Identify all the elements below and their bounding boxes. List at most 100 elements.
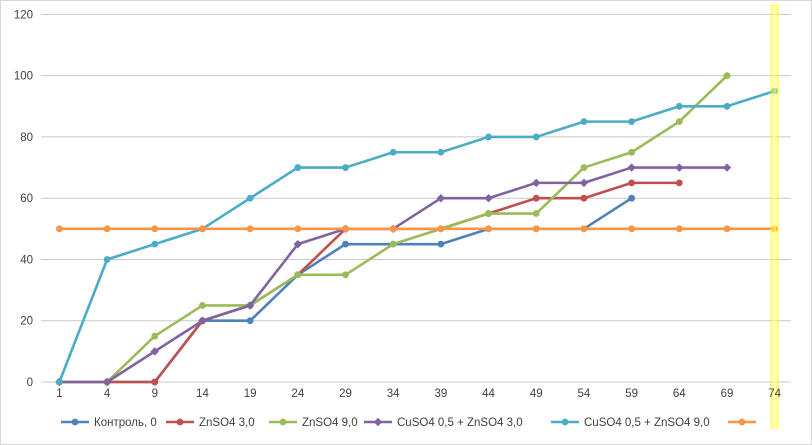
series-marker-cuso4-znso4-9-69: [723, 102, 731, 110]
series-marker-cuso4-znso4-3-19: [245, 301, 255, 310]
series-marker-kontrol-39: [437, 240, 445, 248]
series-marker-threshold-50-4: [103, 225, 111, 233]
x-axis-label-44: 44: [482, 388, 495, 400]
series-marker-threshold-50-59: [628, 225, 636, 233]
series-marker-cuso4-znso4-3-14: [198, 316, 207, 325]
series-marker-znso4-9-59: [628, 148, 636, 156]
series-marker-threshold-50-64: [675, 225, 683, 233]
series-marker-znso4-9-24: [294, 271, 302, 279]
series-marker-threshold-50-1: [56, 225, 63, 233]
series-marker-cuso4-znso4-9-54: [580, 118, 588, 126]
series-marker-znso4-3-9: [151, 378, 159, 386]
series-marker-threshold-50-39: [437, 225, 445, 233]
series-marker-cuso4-znso4-9-4: [103, 256, 111, 263]
x-axis-label-34: 34: [387, 388, 400, 400]
x-axis-label-19: 19: [244, 388, 257, 400]
series-marker-cuso4-znso4-3-69: [722, 163, 732, 172]
x-axis-label-9: 9: [152, 388, 158, 400]
series-marker-cuso4-znso4-9-44: [485, 133, 492, 141]
x-axis-label-4: 4: [104, 388, 111, 400]
legend-label-cuso4-znso4-9: CuSO4 0,5 + ZnSO4 9,0: [584, 417, 710, 429]
series-marker-cuso4-znso4-9-29: [342, 164, 349, 171]
series-marker-kontrol-59: [628, 194, 636, 202]
series-marker-threshold-50-69: [723, 225, 731, 233]
series-marker-cuso4-znso4-3-44: [484, 194, 493, 203]
series-marker-cuso4-znso4-9-59: [628, 118, 636, 126]
legend-marker-threshold-50: [738, 418, 746, 426]
series-marker-kontrol-19: [246, 317, 254, 325]
series-marker-threshold-50-24: [294, 225, 302, 233]
highlight-band: [770, 4, 780, 429]
series-marker-cuso4-znso4-9-49: [532, 133, 540, 141]
series-marker-cuso4-znso4-3-49: [532, 178, 541, 188]
series-marker-cuso4-znso4-9-24: [294, 164, 302, 171]
series-marker-cuso4-znso4-9-39: [437, 148, 445, 156]
series-marker-znso4-3-59: [628, 179, 636, 187]
y-axis-label-80: 80: [20, 132, 33, 144]
series-marker-cuso4-znso4-9-74: [771, 87, 779, 95]
x-axis-label-54: 54: [578, 388, 591, 400]
series-marker-threshold-50-44: [485, 225, 492, 233]
series-marker-znso4-9-54: [580, 164, 588, 171]
series-marker-cuso4-znso4-3-4: [102, 377, 112, 387]
series-marker-threshold-50-74: [771, 225, 779, 233]
legend-marker-cuso4-znso4-3: [373, 417, 383, 427]
series-marker-threshold-50-54: [580, 225, 588, 233]
series-marker-znso4-9-49: [532, 210, 540, 217]
series-marker-znso4-3-64: [675, 179, 683, 187]
series-marker-cuso4-znso4-9-1: [56, 378, 63, 386]
series-marker-znso4-9-29: [342, 271, 349, 279]
series-marker-cuso4-znso4-3-59: [627, 163, 636, 172]
x-axis-label-69: 69: [721, 388, 734, 400]
series-marker-cuso4-znso4-3-39: [436, 194, 446, 203]
legend-label-kontrol: Контроль, 0: [94, 417, 157, 429]
legend-marker-znso4-9: [279, 418, 287, 426]
series-marker-threshold-50-19: [246, 225, 254, 233]
x-axis-label-24: 24: [291, 388, 304, 400]
series-marker-cuso4-znso4-9-34: [389, 148, 397, 156]
legend-label-znso4-3: ZnSO4 3,0: [199, 417, 255, 429]
series-marker-znso4-3-54: [580, 194, 588, 202]
series-marker-cuso4-znso4-3-24: [293, 239, 303, 249]
y-axis-label-0: 0: [27, 377, 33, 389]
x-axis-label-74: 74: [768, 388, 781, 400]
y-axis-label-40: 40: [20, 254, 33, 266]
series-marker-znso4-9-9: [151, 332, 159, 340]
series-marker-threshold-50-34: [389, 225, 397, 233]
x-axis-label-1: 1: [56, 388, 62, 400]
series-marker-cuso4-znso4-9-64: [675, 102, 683, 110]
series-marker-cuso4-znso4-3-9: [150, 347, 159, 356]
series-marker-znso4-3-49: [532, 194, 540, 202]
y-axis-label-20: 20: [20, 316, 33, 328]
legend-marker-kontrol: [71, 418, 79, 426]
series-marker-kontrol-29: [342, 240, 349, 248]
legend-label-cuso4-znso4-3: CuSO4 0,5 + ZnSO4 3,0: [397, 417, 523, 429]
series-marker-cuso4-znso4-9-9: [151, 240, 159, 248]
series-marker-znso4-9-34: [389, 240, 397, 248]
series-marker-znso4-9-69: [723, 72, 731, 80]
x-axis-label-59: 59: [625, 388, 638, 400]
legend-marker-cuso4-znso4-9: [561, 418, 569, 426]
legend-marker-znso4-3: [176, 418, 184, 426]
x-axis-label-29: 29: [339, 388, 352, 400]
x-axis-label-64: 64: [673, 388, 686, 400]
legend-label-znso4-9: ZnSO4 9,0: [302, 417, 358, 429]
series-marker-threshold-50-14: [199, 225, 206, 233]
y-axis-label-120: 120: [14, 9, 33, 21]
x-axis-label-49: 49: [530, 388, 543, 400]
x-axis-label-39: 39: [434, 388, 447, 400]
series-marker-threshold-50-9: [151, 225, 159, 233]
series-line-cuso4-znso4-9: [58, 89, 776, 384]
series-marker-cuso4-znso4-3-64: [675, 163, 684, 172]
x-axis-label-14: 14: [196, 388, 209, 400]
series-marker-cuso4-znso4-3-54: [579, 178, 589, 188]
y-axis-label-100: 100: [14, 71, 33, 83]
series-marker-znso4-9-64: [675, 118, 683, 126]
series-marker-znso4-9-14: [199, 302, 206, 309]
series-marker-threshold-50-29: [342, 225, 349, 233]
highlight-band-inner: [773, 4, 777, 429]
series-marker-cuso4-znso4-9-19: [246, 194, 254, 202]
series-marker-threshold-50-49: [532, 225, 540, 233]
